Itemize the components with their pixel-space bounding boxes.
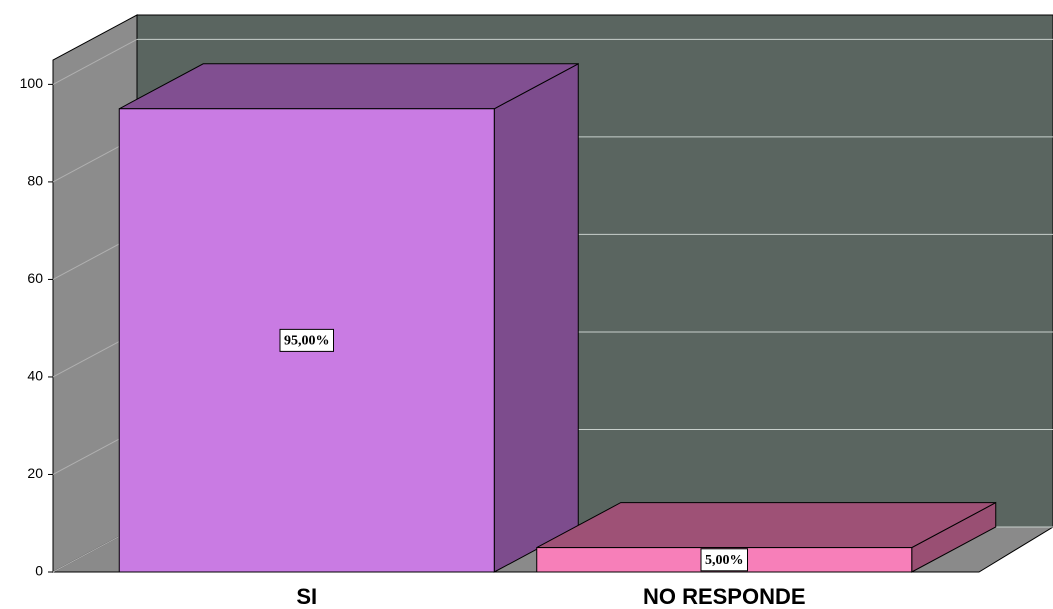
value-label: 95,00%	[284, 334, 330, 349]
y-tick-label: 100	[20, 75, 44, 91]
value-label: 5,00%	[705, 553, 744, 568]
y-tick-label: 0	[35, 563, 43, 579]
value-label-box	[279, 328, 334, 352]
y-tick-label: 80	[27, 173, 43, 189]
grid-line	[52, 38, 138, 85]
y-tick-label: 40	[27, 368, 43, 384]
value-label-box	[700, 548, 748, 572]
y-tick-label: 20	[27, 465, 43, 481]
x-tick-label: NO RESPONDE	[643, 584, 806, 609]
y-tick-label: 60	[27, 270, 43, 286]
x-tick-label: SI	[296, 584, 317, 609]
bar-side	[493, 62, 579, 573]
